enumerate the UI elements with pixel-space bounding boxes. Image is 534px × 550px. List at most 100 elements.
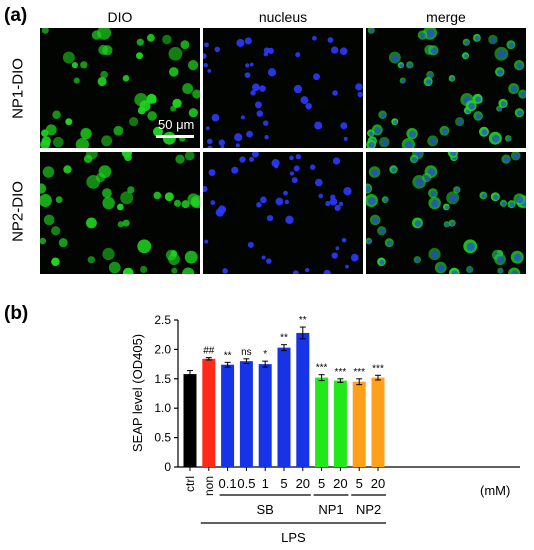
nucleus-dot	[332, 157, 341, 165]
nucleus-dot	[399, 63, 404, 68]
nucleus-dot	[327, 37, 334, 43]
dio-cell	[73, 77, 80, 84]
nucleus-dot	[513, 253, 522, 262]
nucleus-dot	[334, 204, 341, 211]
dio-cell	[170, 105, 177, 112]
dio-cell	[180, 40, 190, 50]
nucleus-dot	[369, 28, 374, 33]
x-tick-label: 0.1	[219, 476, 237, 491]
dio-cell	[63, 165, 72, 174]
dio-cell	[188, 108, 198, 118]
nucleus-dot	[207, 145, 213, 148]
panel-b-label: (b)	[4, 303, 29, 324]
nucleus-dot	[222, 268, 228, 274]
nucleus-dot	[220, 145, 225, 148]
nucleus-dot	[256, 202, 262, 208]
nucleus-dot	[391, 167, 397, 173]
nucleus-dot	[260, 196, 267, 204]
bar	[239, 361, 253, 467]
column-title-merge: merge	[426, 9, 466, 25]
nucleus-dot	[513, 153, 520, 160]
nucleus-dot	[357, 91, 363, 98]
nucleus-dot	[305, 102, 312, 110]
nucleus-dot	[235, 143, 240, 148]
nucleus-dot	[431, 199, 439, 208]
row-label-np1-dio: NP1-DIO	[9, 58, 27, 119]
nucleus-dot	[391, 54, 399, 62]
dio-cell	[171, 267, 178, 274]
dio-cell	[122, 219, 130, 227]
nucleus-dot	[203, 185, 208, 193]
nucleus-dot	[295, 52, 301, 58]
significance-mark: **	[299, 315, 307, 326]
nucleus-dot	[468, 267, 473, 273]
nucleus-dot	[205, 126, 210, 131]
nucleus-dot	[404, 141, 413, 148]
dio-cell	[62, 51, 75, 64]
nucleus-dot	[250, 90, 256, 96]
nucleus-dot	[425, 79, 432, 85]
dio-cell	[102, 247, 115, 261]
seap-bar-chart: SEAP level (OD405) 00.51.01.52.02.5 ## **…	[130, 313, 520, 545]
micrograph-np2-merge	[366, 152, 526, 274]
nucleus-dot	[214, 46, 221, 53]
dio-cell	[101, 135, 113, 147]
nucleus-dot	[217, 205, 227, 214]
dio-cell	[87, 256, 96, 264]
dio-cell	[41, 28, 49, 34]
nucleus-dot	[210, 200, 216, 206]
nucleus-dot	[428, 72, 433, 78]
nucleus-dot	[429, 138, 437, 145]
dio-cell	[162, 131, 176, 145]
y-tick-label: 0.5	[154, 431, 171, 445]
nucleus-dot	[283, 190, 288, 196]
nucleus-dot	[343, 187, 352, 196]
dio-cell	[146, 93, 157, 104]
nucleus-dot	[496, 256, 505, 264]
bar	[183, 374, 197, 467]
nucleus-dot	[246, 130, 253, 138]
nucleus-dot	[451, 270, 458, 274]
nucleus-dot	[368, 142, 375, 148]
dio-cell	[71, 62, 78, 69]
dio-cell	[80, 127, 92, 140]
nucleus-dot	[264, 135, 269, 140]
nucleus-dot	[457, 119, 463, 125]
dio-cell	[51, 226, 61, 236]
nucleus-dot	[431, 250, 439, 259]
dio-cell	[147, 111, 157, 121]
dio-cell	[52, 110, 61, 119]
dio-cell	[139, 100, 151, 112]
nucleus-dot	[374, 127, 382, 134]
nucleus-dot	[379, 228, 385, 235]
dio-cell	[181, 200, 190, 209]
nucleus-dot	[313, 73, 320, 81]
nucleus-dot	[309, 164, 316, 170]
nucleus-dot	[475, 113, 482, 120]
dio-cell	[40, 193, 52, 208]
dio-cell	[147, 33, 155, 42]
nucleus-dot	[372, 217, 379, 224]
dio-cell	[113, 125, 124, 136]
x-tick-label: 0.5	[237, 476, 255, 491]
dio-cell	[162, 34, 172, 45]
nucleus-dot	[383, 198, 388, 203]
y-tick-label: 1.0	[154, 401, 171, 415]
nucleus-dot	[255, 101, 262, 109]
nucleus-dot	[329, 197, 338, 206]
nucleus-dot	[267, 68, 277, 77]
significance-mark: **	[224, 350, 232, 361]
x-tick-label: 5	[280, 476, 287, 491]
dio-cell	[91, 30, 102, 40]
nucleus-dot	[367, 197, 376, 205]
nucleus-dot	[499, 269, 503, 274]
x-tick-label: 5	[318, 476, 325, 491]
nucleus-dot	[259, 85, 266, 92]
dio-cell	[97, 76, 107, 87]
nucleus-dot	[497, 107, 502, 111]
nucleus-dot	[450, 152, 457, 157]
bar	[202, 358, 216, 467]
nucleus-dot	[516, 62, 523, 69]
micrograph-np1-merge	[366, 28, 526, 148]
nucleus-dot	[261, 255, 266, 260]
